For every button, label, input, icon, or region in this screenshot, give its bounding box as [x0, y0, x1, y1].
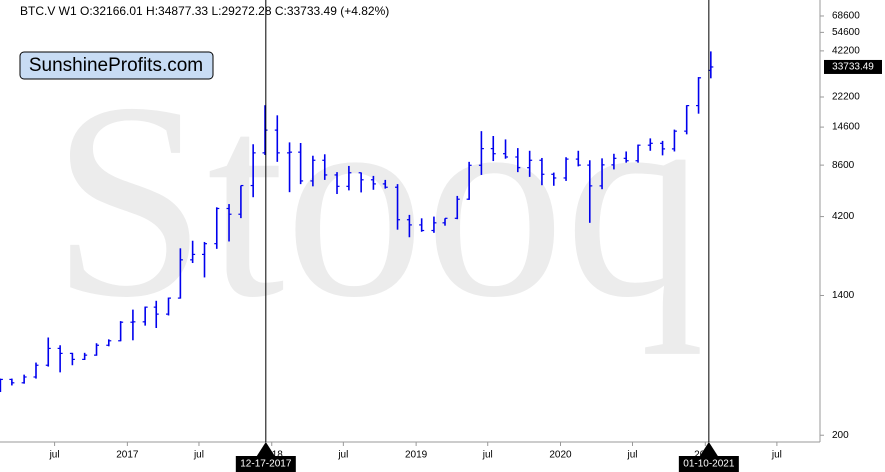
y-tick-label: 68600	[832, 11, 860, 22]
x-tick-label: 2017	[116, 450, 139, 461]
marker-label: 12-17-2017	[240, 459, 292, 470]
y-tick-label: 22200	[832, 92, 860, 103]
last-price-label: 33733.49	[832, 62, 874, 73]
x-tick-label: jul	[771, 450, 782, 461]
watermark: Stooq	[51, 44, 705, 355]
y-tick-label: 200	[832, 430, 849, 441]
marker-arrow	[699, 442, 718, 456]
y-tick-label: 42200	[832, 46, 860, 57]
marker-box	[678, 456, 739, 472]
x-tick-label: 2019	[405, 450, 428, 461]
marker-arrow	[256, 442, 275, 456]
x-tick-label: jul	[626, 450, 637, 461]
logo-box	[19, 51, 214, 80]
x-tick-label: jul	[337, 450, 348, 461]
x-tick-label: jul	[193, 450, 204, 461]
y-tick-label: 4200	[832, 211, 855, 222]
y-tick-label: 8600	[832, 160, 855, 171]
x-tick-label: jul	[49, 450, 60, 461]
y-tick-label: 1400	[832, 290, 855, 301]
last-price-box	[824, 59, 882, 74]
header: BTC.V W1 O:32166.01 H:34877.33 L:29272.2…	[20, 4, 389, 18]
y-tick-label: 54600	[832, 27, 860, 38]
y-tick-label: 14600	[832, 122, 860, 133]
marker-label: 01-10-2021	[683, 459, 735, 470]
marker-box	[235, 456, 296, 472]
x-tick-label: 2020	[549, 450, 572, 461]
x-tick-label: jul	[482, 450, 493, 461]
logo: SunshineProfits.com	[29, 55, 203, 76]
